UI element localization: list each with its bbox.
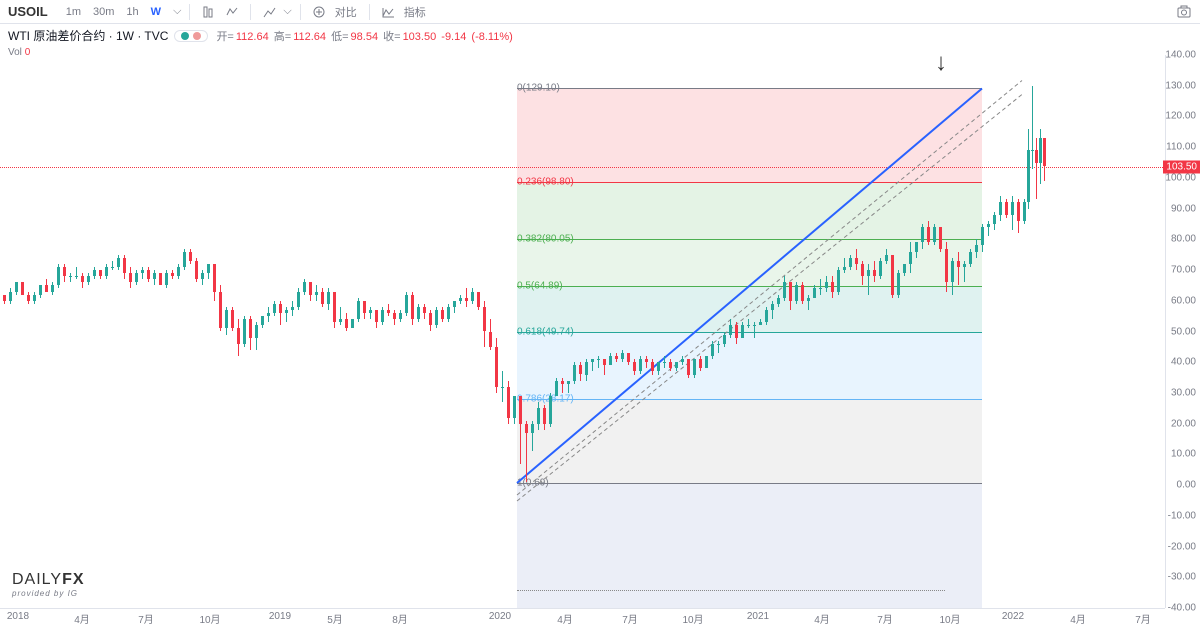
compare-icon[interactable] (309, 2, 329, 22)
x-tick: 4月 (1070, 611, 1086, 626)
x-tick: 7月 (1135, 611, 1151, 626)
fib-level (517, 483, 982, 484)
toolbar: USOIL 1m30m1hW ⌵ ⌵ 对比 指标 (0, 0, 1200, 24)
symbol-info: WTI 原油差价合约 · 1W · TVC 开=112.64 高=112.64 … (0, 24, 1200, 47)
y-tick: -10.00 (1168, 510, 1196, 521)
y-tick: 90.00 (1171, 203, 1196, 214)
y-tick: -30.00 (1168, 572, 1196, 583)
fib-zone (517, 399, 982, 483)
y-tick: 50.00 (1171, 326, 1196, 337)
last-price-tag: 103.50 (1163, 161, 1200, 174)
x-tick: 2022 (1002, 611, 1024, 622)
x-tick: 7月 (138, 611, 154, 626)
symbol-title: WTI 原油差价合约 · 1W · TVC (8, 27, 168, 44)
x-tick: 10月 (199, 611, 220, 626)
y-tick: 140.00 (1165, 50, 1196, 61)
fib-level (517, 286, 982, 287)
y-tick: 30.00 (1171, 387, 1196, 398)
timeframe-1h[interactable]: 1h (120, 4, 144, 20)
x-axis[interactable]: 2018 4月 7月 10月 2019 5月 8月 2020 4月 7月 10月 2021 4月 7月 10… (0, 608, 1165, 626)
arrow-icon: ↓ (935, 49, 947, 77)
x-tick: 4月 (74, 611, 90, 626)
y-tick: -20.00 (1168, 541, 1196, 552)
x-tick: 2018 (7, 611, 29, 622)
y-tick: 130.00 (1165, 80, 1196, 91)
indicator-icon[interactable] (378, 2, 398, 22)
y-tick: 20.00 (1171, 418, 1196, 429)
x-tick: 7月 (622, 611, 638, 626)
x-tick: 10月 (682, 611, 703, 626)
ohlc: 开=112.64 高=112.64 低=98.54 收=103.50 -9.14… (214, 28, 512, 44)
symbol[interactable]: USOIL (8, 4, 48, 19)
y-tick: 80.00 (1171, 234, 1196, 245)
x-tick: 8月 (392, 611, 408, 626)
x-tick: 4月 (814, 611, 830, 626)
fib-zone (517, 182, 982, 240)
y-tick: -40.00 (1168, 603, 1196, 614)
fib-level (517, 88, 982, 89)
candle-type-icon[interactable] (198, 2, 218, 22)
x-tick: 4月 (557, 611, 573, 626)
x-tick: 5月 (327, 611, 343, 626)
timeframe-30m[interactable]: 30m (87, 4, 120, 20)
x-tick: 10月 (939, 611, 960, 626)
status-dot (181, 32, 189, 40)
price-line (0, 167, 1165, 168)
y-tick: 100.00 (1165, 172, 1196, 183)
chart-area[interactable]: 0(129.10)0.236(98.80)0.382(80.05)0.5(64.… (0, 55, 1165, 608)
y-tick: 10.00 (1171, 449, 1196, 460)
fib-zone (517, 239, 982, 286)
compare-label[interactable]: 对比 (335, 4, 357, 20)
y-tick: 60.00 (1171, 295, 1196, 306)
chevron-down-icon[interactable]: ⌵ (283, 5, 291, 18)
fib-level (517, 239, 982, 240)
indicators-icon[interactable] (222, 2, 242, 22)
y-tick: 110.00 (1166, 142, 1196, 153)
camera-icon[interactable] (1176, 4, 1192, 23)
y-tick: 70.00 (1171, 265, 1196, 276)
x-tick: 2020 (489, 611, 511, 622)
y-tick: 40.00 (1171, 357, 1196, 368)
timeframe-1m[interactable]: 1m (60, 4, 87, 20)
x-tick: 2019 (269, 611, 291, 622)
timeframe-W[interactable]: W (145, 4, 167, 20)
logo: DAILYFX provided by IG (12, 571, 85, 598)
x-tick: 7月 (877, 611, 893, 626)
y-tick: 120.00 (1165, 111, 1196, 122)
indicator-label[interactable]: 指标 (404, 4, 426, 20)
fib-level (517, 399, 982, 400)
y-axis[interactable]: 140.00130.00120.00110.00100.0090.0080.00… (1165, 55, 1200, 608)
fib-level (517, 182, 982, 183)
chart-style-icon[interactable] (259, 2, 279, 22)
dashed-line (517, 590, 945, 591)
chevron-down-icon[interactable]: ⌵ (173, 5, 181, 18)
y-tick: 0.00 (1177, 480, 1196, 491)
x-tick: 2021 (747, 611, 769, 622)
status-dot (193, 32, 201, 40)
fib-level (517, 332, 982, 333)
